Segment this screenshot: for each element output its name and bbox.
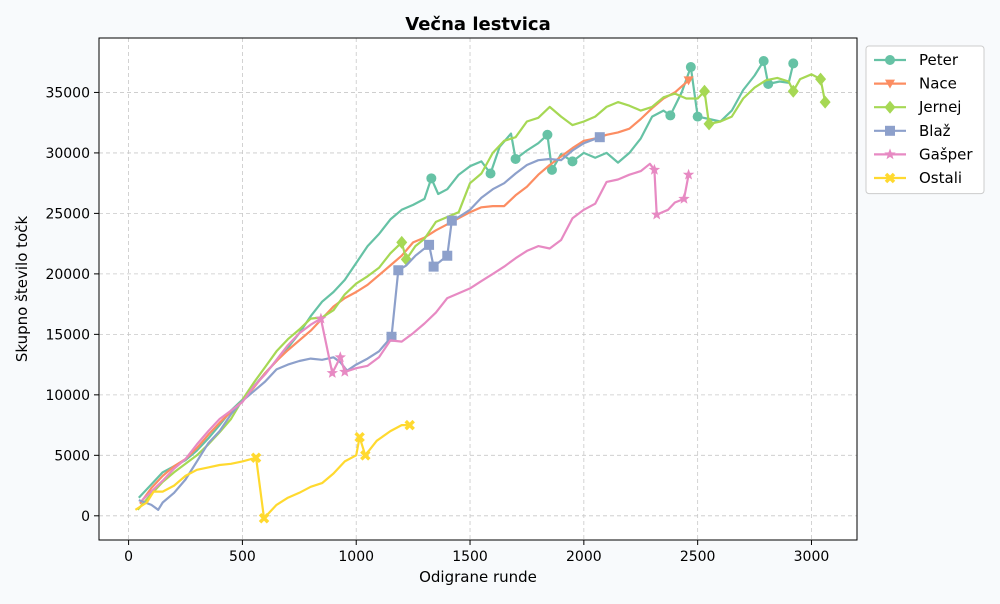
series-lines — [134, 55, 831, 524]
y-tick-label: 30000 — [45, 146, 90, 162]
x-marker-stroke — [404, 419, 415, 431]
data-point-jernej — [703, 117, 715, 131]
axis-ticks: 0 500 1000 1500 2000 2500 30000500010000150002… — [45, 85, 829, 565]
data-point-jernej — [815, 72, 827, 86]
data-point-ostali — [354, 431, 365, 443]
data-point-peter — [567, 156, 578, 167]
x-tick-label: 2500 — [680, 549, 716, 565]
legend-item-jernej: Jernej — [874, 98, 961, 116]
legend-marker-nace — [885, 79, 895, 89]
legend-marker-peter — [885, 55, 895, 65]
y-tick-label: 5000 — [54, 448, 90, 464]
series-ostali — [134, 419, 415, 524]
data-point-ga-per — [339, 365, 351, 377]
data-point-peter — [546, 164, 557, 175]
legend-label-ostali: Ostali — [919, 169, 962, 187]
x-tick-label: 2000 — [566, 549, 602, 565]
data-point-peter — [485, 168, 496, 179]
data-point-jernej — [698, 84, 710, 98]
data-point-ostali — [250, 452, 262, 463]
legend-label-ga-per: Gašper — [919, 145, 973, 163]
data-point-nace — [683, 76, 694, 86]
data-point-jernej — [396, 235, 408, 249]
data-point-peter — [542, 129, 553, 140]
series-line-jernej — [136, 73, 827, 511]
legend-marker-ostali — [884, 172, 896, 184]
data-point-bla- — [594, 132, 605, 143]
legend: Peter Nace Jernej Blaž Gašper Ostali — [865, 45, 985, 195]
series-line-ostali — [134, 424, 410, 520]
data-point-ostali — [404, 419, 415, 431]
data-point-bla- — [428, 261, 439, 272]
y-tick-label: 20000 — [45, 267, 90, 283]
legend-marker-ga-per — [884, 148, 896, 160]
data-point-bla- — [446, 215, 457, 226]
data-point-jernej — [787, 84, 799, 98]
series-bla- — [138, 132, 605, 511]
data-point-peter — [665, 110, 676, 121]
x-marker-stroke — [250, 452, 262, 463]
x-tick-label: 1500 — [452, 549, 488, 565]
legend-label-peter: Peter — [919, 51, 959, 69]
x-tick-label: 0 — [124, 549, 133, 565]
data-point-peter — [692, 111, 703, 122]
y-tick-label: 25000 — [45, 206, 90, 222]
data-point-peter — [510, 153, 521, 164]
plot-frame — [98, 37, 858, 541]
legend-marker-bla- — [885, 125, 895, 136]
x-tick-label: 500 — [229, 549, 256, 565]
data-point-peter — [788, 58, 799, 69]
data-point-ostali — [258, 512, 270, 524]
x-tick-label: 3000 — [794, 549, 830, 565]
data-point-jernej — [819, 95, 831, 109]
y-tick-label: 10000 — [45, 388, 90, 404]
data-point-ga-per — [315, 312, 327, 324]
legend-item-bla-: Blaž — [874, 122, 951, 140]
gridlines — [99, 38, 857, 540]
data-point-bla- — [393, 265, 404, 276]
x-marker-stroke — [354, 431, 365, 443]
x-marker-stroke — [360, 450, 371, 461]
data-point-peter — [426, 173, 437, 184]
data-point-bla- — [424, 239, 435, 250]
chart-title: Večna lestvica — [405, 14, 550, 35]
series-line-bla- — [138, 136, 601, 511]
x-marker-stroke — [884, 172, 896, 184]
legend-item-ga-per: Gašper — [874, 145, 973, 163]
plot-area — [99, 38, 857, 540]
legend-item-ostali: Ostali — [874, 169, 962, 187]
y-tick-label: 15000 — [45, 327, 90, 343]
series-line-ga-per — [141, 162, 690, 501]
legend-label-bla-: Blaž — [919, 122, 951, 140]
x-marker-stroke — [258, 512, 270, 524]
data-point-ga-per — [678, 192, 690, 204]
data-point-bla- — [442, 250, 453, 261]
data-point-ostali — [360, 450, 371, 461]
data-point-peter — [758, 55, 769, 66]
legend-marker-jernej — [884, 100, 896, 114]
legend-item-peter: Peter — [874, 51, 959, 69]
x-axis-label: Odigrane runde — [419, 568, 537, 586]
data-point-ga-per — [326, 367, 338, 378]
y-tick-label: 0 — [81, 509, 90, 525]
legend-label-jernej: Jernej — [918, 98, 961, 116]
legend-label-nace: Nace — [919, 75, 957, 93]
series-ga-per — [141, 162, 695, 501]
data-point-ga-per — [648, 163, 661, 175]
y-tick-label: 35000 — [45, 85, 90, 101]
data-point-ga-per — [682, 168, 695, 180]
data-point-peter — [685, 62, 696, 73]
data-point-ga-per — [334, 351, 346, 363]
series-jernej — [136, 72, 831, 511]
data-point-bla- — [386, 331, 397, 342]
y-axis-label: Skupno število točk — [13, 216, 31, 363]
x-tick-label: 1000 — [338, 549, 374, 565]
legend-item-nace: Nace — [874, 75, 957, 93]
data-point-ga-per — [651, 208, 663, 220]
